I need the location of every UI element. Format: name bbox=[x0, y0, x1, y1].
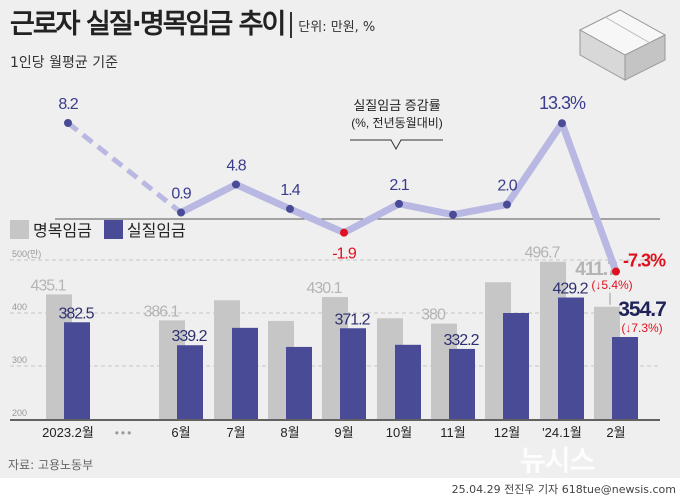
y-tick-label: 200 bbox=[12, 408, 27, 418]
data-point bbox=[286, 204, 294, 213]
bar-label-real: 332.2 bbox=[443, 332, 479, 349]
bar-real bbox=[612, 337, 638, 419]
point-label: 0.9 bbox=[171, 186, 191, 203]
title-divider bbox=[290, 12, 293, 38]
x-axis-label: 12월 bbox=[494, 425, 520, 440]
annotation-line1: 실질임금 증감률 bbox=[353, 98, 440, 113]
bar-label-real: 382.5 bbox=[58, 305, 94, 322]
bar-real bbox=[503, 313, 529, 419]
source-note: 자료: 고용노동부 bbox=[8, 458, 94, 472]
data-point bbox=[503, 200, 511, 209]
point-label: 2.1 bbox=[389, 177, 409, 194]
money-stack-illustration bbox=[578, 9, 667, 81]
data-point bbox=[612, 267, 620, 276]
x-axis-label: 8월 bbox=[280, 425, 299, 440]
change-note-real: (↓7.3%) bbox=[621, 321, 662, 335]
bar-label-real: 371.2 bbox=[334, 311, 370, 328]
x-axis-label: 2월 bbox=[606, 425, 625, 440]
infographic-panel: 근로자 실질·명목임금 추이 단위: 만원, % 1인당 월평균 기준 명목임금… bbox=[0, 0, 680, 478]
point-label: 1.4 bbox=[280, 182, 300, 199]
header-row: 근로자 실질·명목임금 추이 단위: 만원, % bbox=[10, 8, 375, 42]
bar-real bbox=[395, 344, 421, 419]
y-tick-label: 400 bbox=[12, 302, 27, 312]
chart-canvas: 500(만) 400 300 200 435.1 382.5 2023.2월 386.1 339… bbox=[10, 93, 667, 440]
y-tick-label: 300 bbox=[12, 355, 27, 365]
bar-label-nominal: 430.1 bbox=[306, 280, 342, 297]
data-point bbox=[449, 210, 457, 219]
legend-swatch-nominal bbox=[10, 219, 29, 239]
data-point bbox=[558, 119, 566, 128]
x-axis-label: 7월 bbox=[226, 425, 245, 440]
point-label: 4.8 bbox=[226, 157, 246, 174]
chart-subtitle: 1인당 월평균 기준 bbox=[10, 55, 118, 71]
point-label: -7.3% bbox=[623, 251, 666, 271]
point-label: -1.9 bbox=[332, 246, 357, 263]
bar-real bbox=[286, 346, 312, 419]
legend: 명목임금 실질임금 bbox=[10, 217, 186, 241]
gap-separator: ••• bbox=[115, 426, 134, 440]
bar-real bbox=[177, 345, 203, 419]
data-point bbox=[340, 228, 348, 237]
bar-label-real: 339.2 bbox=[171, 328, 207, 345]
bar-label-nominal: 386.1 bbox=[143, 303, 179, 320]
x-axis-label: 6월 bbox=[171, 425, 190, 440]
data-point bbox=[232, 180, 240, 189]
bar-real bbox=[232, 327, 258, 419]
data-point bbox=[64, 119, 72, 127]
bar-label-real: 429.2 bbox=[552, 281, 588, 298]
point-label: 2.0 bbox=[497, 178, 517, 195]
x-axis-label: 11월 bbox=[440, 425, 465, 440]
byline: 25.04.29 전진우 기자 618tue@newsis.com bbox=[451, 483, 676, 496]
legend-label-nominal: 명목임금 bbox=[33, 221, 92, 240]
bar-real bbox=[449, 348, 475, 419]
point-label: 8.2 bbox=[58, 96, 78, 113]
x-axis-label: '24.1월 bbox=[542, 425, 582, 440]
point-label: 13.3% bbox=[539, 93, 586, 113]
unit-label: 단위: 만원, % bbox=[298, 20, 376, 35]
bar-real bbox=[64, 322, 90, 419]
change-note-nominal: (↓5.4%) bbox=[591, 278, 632, 292]
data-point bbox=[177, 208, 185, 217]
bar-label-nominal: 435.1 bbox=[30, 277, 66, 294]
bar-label-nominal: 411.7 bbox=[575, 259, 617, 280]
x-axis-label: 9월 bbox=[334, 425, 353, 440]
legend-swatch-real bbox=[103, 219, 123, 239]
legend-label-real: 실질임금 bbox=[126, 221, 186, 240]
x-axis-label: 2023.2월 bbox=[42, 425, 94, 440]
bar-real bbox=[340, 328, 366, 419]
y-tick-label: 500(만) bbox=[12, 249, 41, 259]
annotation-callout bbox=[350, 139, 443, 151]
bar-label-nominal: 380 bbox=[421, 307, 446, 324]
trend-line-dashed bbox=[66, 121, 183, 215]
chart-title: 근로자 실질·명목임금 추이 bbox=[10, 9, 286, 40]
bar-real bbox=[558, 297, 584, 419]
bar-label-real: 354.7 bbox=[618, 298, 666, 321]
bar-label-nominal: 496.7 bbox=[524, 245, 560, 262]
annotation-line2: (%, 전년동월대비) bbox=[351, 116, 443, 130]
x-axis-label: 10월 bbox=[386, 425, 412, 440]
newsis-logo: 뉴시스 bbox=[520, 444, 595, 477]
data-point bbox=[395, 199, 403, 208]
